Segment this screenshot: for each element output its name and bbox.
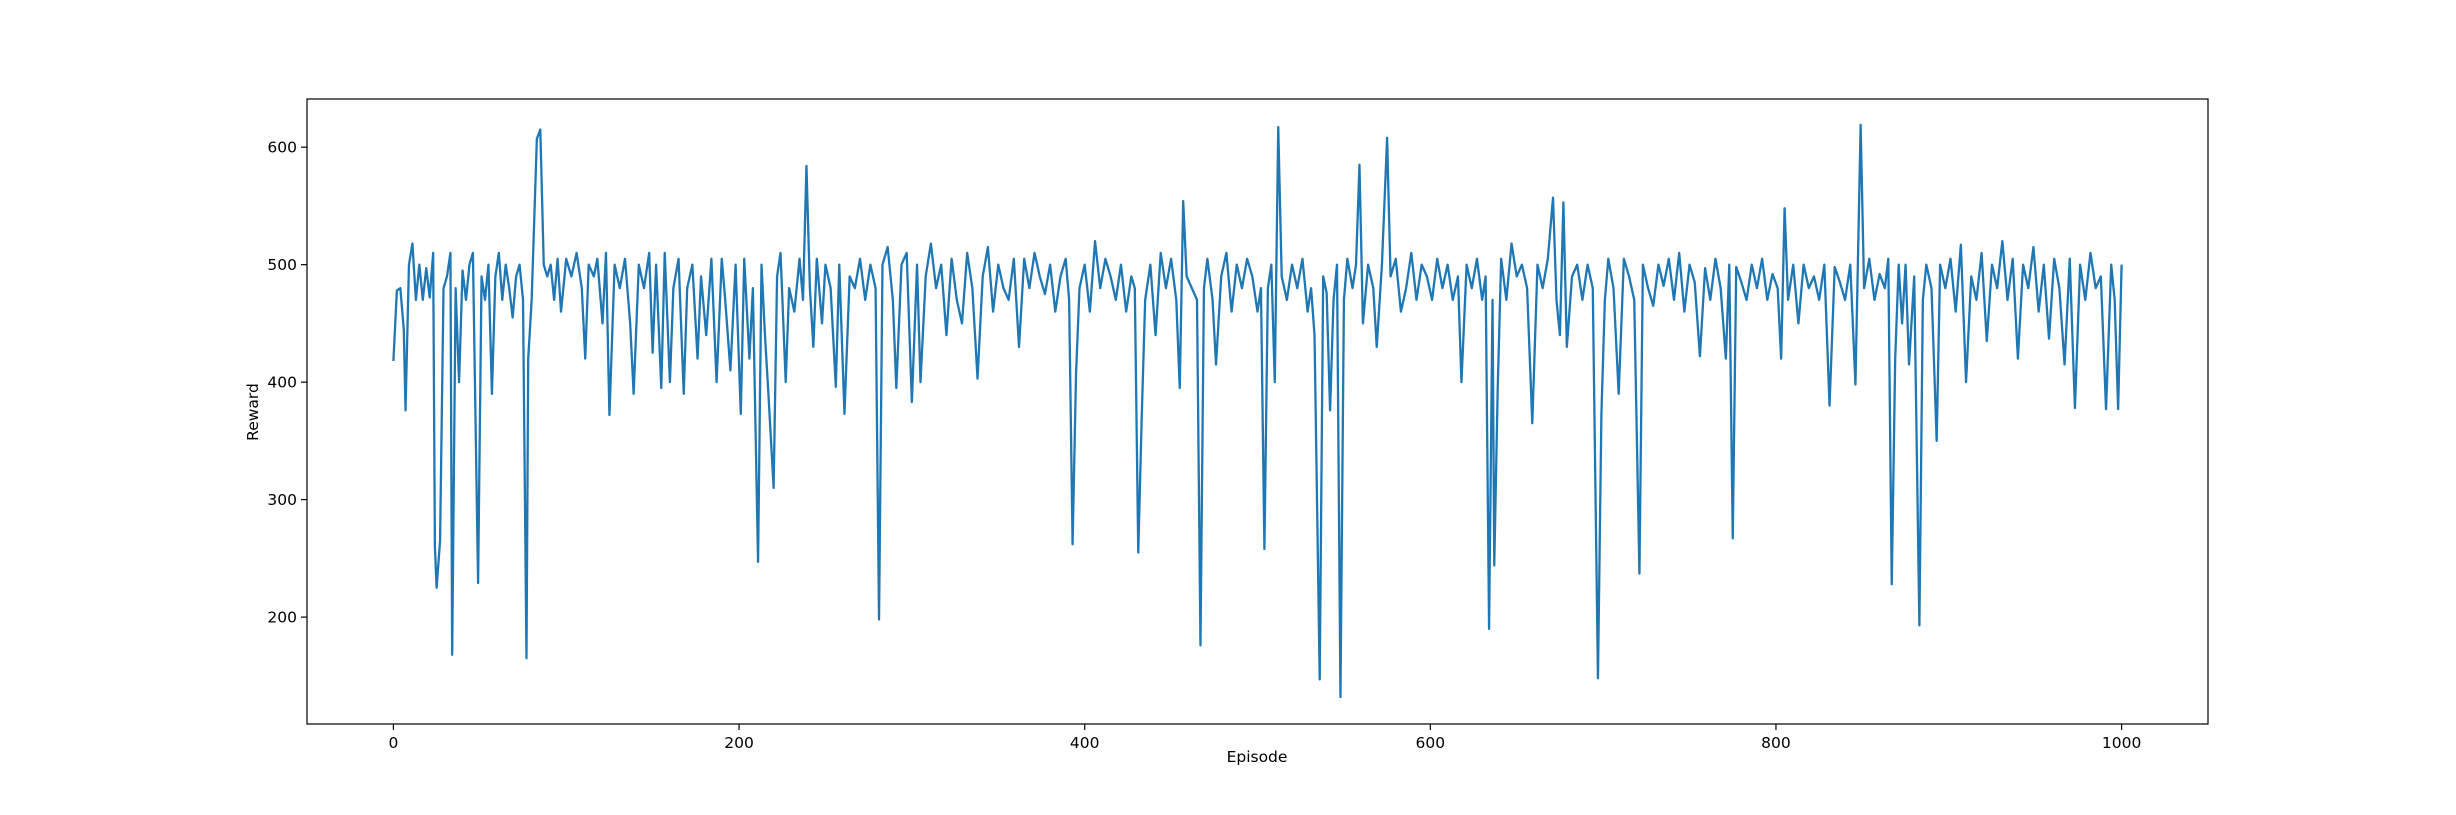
y-tick-label: 600 (267, 139, 297, 157)
x-tick-label: 0 (388, 734, 398, 752)
y-tick-label: 500 (267, 256, 297, 274)
y-axis-label: Reward (244, 383, 262, 441)
y-tick-label: 400 (267, 374, 297, 392)
x-tick-label: 800 (1761, 734, 1791, 752)
plot-frame (306, 98, 2209, 725)
x-tick-label: 400 (1070, 734, 1100, 752)
x-tick-label: 600 (1416, 734, 1446, 752)
y-tick-label: 200 (267, 609, 297, 627)
x-tick-label: 1000 (2102, 734, 2141, 752)
x-axis-label: Episode (1227, 748, 1288, 766)
data-line (392, 123, 2123, 699)
y-tick-label: 300 (267, 491, 297, 509)
x-tick-label: 200 (724, 734, 754, 752)
